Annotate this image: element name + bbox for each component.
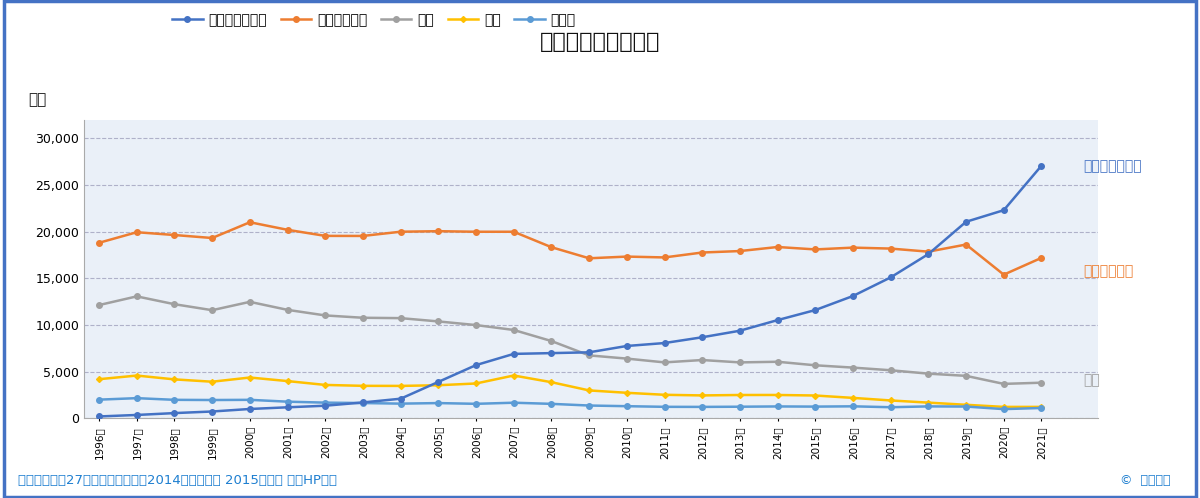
Text: 新聞: 新聞 bbox=[1082, 373, 1099, 387]
Text: ©  まねき猫: © まねき猫 bbox=[1120, 474, 1170, 487]
Text: 億円: 億円 bbox=[29, 93, 47, 108]
Text: 媒体別広告費の推移: 媒体別広告費の推移 bbox=[540, 32, 660, 52]
Text: インターネット: インターネット bbox=[1082, 159, 1141, 173]
Legend: インターネット, 地上波テレビ, 新聞, 雑誌, ラジオ: インターネット, 地上波テレビ, 新聞, 雑誌, ラジオ bbox=[172, 13, 576, 27]
Text: データ：平成27年情報通信白書（2014年まで）、 2015年以降 電通HPより: データ：平成27年情報通信白書（2014年まで）、 2015年以降 電通HPより bbox=[18, 474, 337, 487]
Text: 地上波テレビ: 地上波テレビ bbox=[1082, 264, 1133, 278]
